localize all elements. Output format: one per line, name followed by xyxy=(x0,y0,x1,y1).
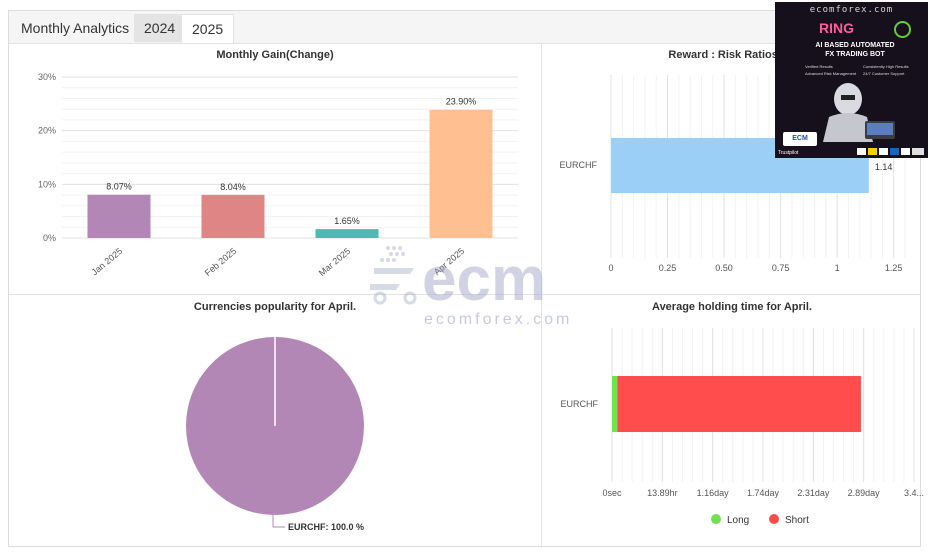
y-tick-label: 30% xyxy=(38,72,56,82)
y-tick-label: EURCHF xyxy=(560,160,598,170)
badge-icon xyxy=(894,21,911,38)
ad-feature: 24/7 Customer Support xyxy=(863,71,905,76)
x-tick-label: 0sec xyxy=(602,488,622,498)
panel-divider-horizontal xyxy=(9,294,920,295)
ring-bot-advertisement[interactable]: ecomforex.com RING AI BASED AUTOMATED FX… xyxy=(775,2,928,158)
x-tick-label: 0 xyxy=(608,263,613,273)
bar[interactable] xyxy=(201,194,265,238)
bar[interactable] xyxy=(87,194,151,238)
x-tick-label: Jan 2025 xyxy=(89,246,124,277)
x-tick-label: 0.75 xyxy=(772,263,790,273)
y-tick-label: 10% xyxy=(38,179,56,189)
risk-chart-title: Reward : Risk Ratios for xyxy=(668,49,796,61)
x-tick-label: 1.25 xyxy=(885,263,903,273)
y-tick-label: EURCHF xyxy=(561,399,599,409)
x-tick-label: 2.89day xyxy=(848,488,881,498)
x-tick-label: Mar 2025 xyxy=(317,246,353,278)
ad-brand: RING xyxy=(819,20,854,36)
x-tick-label: Apr 2025 xyxy=(432,246,466,277)
robot-icon xyxy=(823,83,895,142)
ad-trust-label: Trustpilot xyxy=(778,150,799,156)
data-label: 1.14 xyxy=(875,162,893,172)
holding-chart-title: Average holding time for April. xyxy=(652,301,812,313)
data-label: 8.04% xyxy=(220,182,246,192)
ad-logo: ECM xyxy=(783,132,817,146)
x-tick-label: 2.31day xyxy=(797,488,830,498)
widget-title: Monthly Analytics xyxy=(21,20,130,36)
data-label: 8.07% xyxy=(106,182,132,192)
legend-long-label[interactable]: Long xyxy=(727,515,749,526)
tab-bar: Monthly Analytics 2024 2025 xyxy=(9,11,920,44)
panel-divider-vertical xyxy=(541,43,542,548)
x-tick-label: 0.25 xyxy=(659,263,677,273)
bar-segment[interactable] xyxy=(612,376,618,432)
data-label: 23.90% xyxy=(446,97,477,107)
payment-cards-icon xyxy=(857,148,924,155)
x-tick-label: 0.50 xyxy=(715,263,733,273)
currencies-pie-chart: EURCHF: 100.0 % xyxy=(186,337,364,532)
legend-short-swatch[interactable] xyxy=(769,514,779,524)
data-label: 1.65% xyxy=(334,216,360,226)
x-tick-label: 1.16day xyxy=(697,488,730,498)
x-tick-label: 1.74day xyxy=(747,488,780,498)
x-tick-label: 1 xyxy=(835,263,840,273)
ad-feature: Verified Results xyxy=(805,64,833,69)
data-label: EURCHF: 100.0 % xyxy=(288,522,364,532)
ad-headline: AI BASED AUTOMATED xyxy=(815,42,895,49)
ad-site-url: ecomforex.com xyxy=(809,5,894,15)
x-tick-label: Feb 2025 xyxy=(203,246,239,278)
data-label-connector xyxy=(272,513,285,528)
x-tick-label: 3.4... xyxy=(904,488,924,498)
y-tick-label: 20% xyxy=(38,126,56,136)
ad-feature: Advanced Risk Management xyxy=(805,71,857,76)
legend-long-swatch[interactable] xyxy=(711,514,721,524)
tab-2024[interactable]: 2024 xyxy=(134,14,186,42)
bar-segment[interactable] xyxy=(617,376,861,432)
bar[interactable] xyxy=(315,229,379,238)
bar[interactable] xyxy=(429,109,493,238)
y-tick-label: 0% xyxy=(43,233,56,243)
popularity-chart-title: Currencies popularity for April. xyxy=(193,301,357,313)
gain-chart-title: Monthly Gain(Change) xyxy=(216,49,334,61)
ad-feature: Consistently High Results xyxy=(863,64,909,69)
tab-2025[interactable]: 2025 xyxy=(181,14,235,43)
chart-legend: Long Short xyxy=(711,514,809,526)
legend-short-label[interactable]: Short xyxy=(785,515,809,526)
ad-subheadline: FX TRADING BOT xyxy=(825,51,885,58)
x-tick-label: 13.89hr xyxy=(647,488,678,498)
holding-time-chart: 0sec 13.89hr 1.16day 1.74day 2.31day 2.89day 3… xyxy=(561,328,924,526)
monthly-gain-chart: 0% 10% 20% 30% 8.07% Jan 2025 8.04% Feb 2025 1.… xyxy=(38,72,518,278)
